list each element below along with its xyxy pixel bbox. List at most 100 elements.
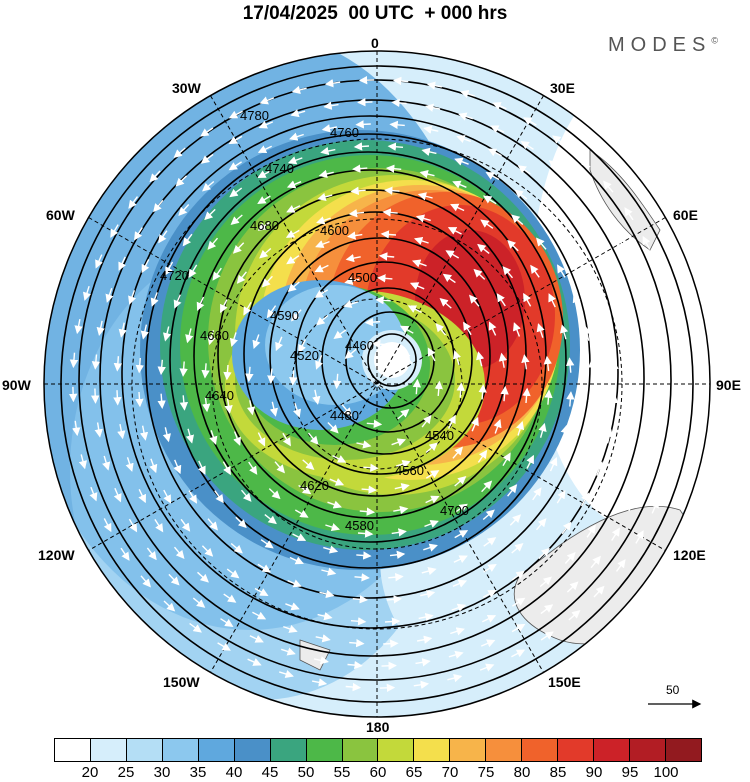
wind-vector	[493, 418, 502, 434]
wind-vector	[348, 209, 365, 218]
wind-vector	[357, 529, 374, 538]
wind-vector	[654, 364, 663, 380]
wind-vector	[344, 348, 357, 360]
wind-vector	[207, 330, 216, 346]
wind-vector	[254, 587, 269, 596]
wind-vector	[425, 103, 441, 112]
wind-vector	[200, 153, 214, 164]
contour-label-group: 4780 4760 4740 4720 4700 4680 4660 4640 …	[160, 108, 469, 533]
wind-vector	[257, 432, 266, 447]
reference-vector-label: 50	[666, 683, 680, 697]
wind-vector	[615, 559, 626, 572]
wind-vector	[425, 442, 438, 454]
wind-vector	[574, 182, 586, 195]
lon-label-30w: 30W	[172, 80, 201, 96]
wind-vector	[666, 298, 676, 314]
wind-vector	[456, 135, 471, 144]
contour-label-4500: 4500	[348, 270, 377, 285]
wind-vector	[452, 579, 468, 588]
wind-vector	[200, 127, 214, 137]
wind-vector	[229, 332, 238, 348]
wind-vector	[586, 524, 596, 538]
lon-label-150w: 150W	[163, 674, 200, 690]
wind-vector	[572, 459, 581, 474]
wind-vector	[313, 656, 329, 665]
wind-vector	[492, 102, 507, 110]
colorbar-segment	[198, 739, 235, 761]
wind-vector	[323, 545, 339, 554]
brand-mark: ©	[711, 35, 718, 46]
colorbar-tick-label: 60	[369, 764, 387, 781]
wind-vector	[318, 169, 334, 178]
colorbar-segment	[450, 739, 487, 761]
wind-vector	[580, 492, 589, 507]
wind-vector	[223, 593, 237, 603]
wind-vector	[315, 240, 330, 249]
wind-vector	[673, 331, 682, 348]
wind-vector	[286, 255, 300, 265]
wind-vector	[182, 233, 193, 247]
lon-label-90e: 90E	[716, 377, 741, 393]
wind-vector	[401, 351, 413, 364]
wind-vector	[356, 440, 372, 449]
colorbar-segment	[630, 739, 666, 761]
wind-vector	[517, 165, 531, 175]
wind-vector	[389, 550, 406, 559]
wind-vector	[312, 389, 321, 405]
wind-vector	[226, 568, 240, 579]
wind-vector	[512, 597, 526, 607]
wind-vector	[588, 392, 597, 409]
wind-vector	[502, 452, 511, 467]
wind-vector	[202, 180, 215, 192]
lon-label-120e: 120E	[673, 547, 706, 563]
wind-vector	[179, 395, 189, 411]
wind-vector	[605, 428, 614, 444]
wind-vector	[163, 600, 176, 612]
wind-vector	[185, 428, 195, 444]
wind-vector	[605, 327, 615, 343]
wind-vector	[287, 281, 300, 293]
wind-vector	[471, 416, 479, 432]
wind-vector	[569, 209, 581, 222]
wind-vector	[597, 207, 608, 221]
wind-vector	[651, 499, 659, 514]
wind-vector	[327, 500, 343, 509]
wind-vector	[595, 461, 604, 476]
colorbar-tick-label: 65	[405, 764, 423, 781]
wind-vector	[317, 192, 333, 202]
wind-vector	[479, 663, 495, 672]
wind-vector	[113, 487, 122, 503]
wind-vector	[149, 458, 158, 474]
wind-vector	[118, 256, 126, 271]
wind-vector	[89, 486, 98, 502]
wind-vector	[487, 148, 502, 157]
wind-vector	[643, 297, 652, 313]
wind-vector	[651, 330, 660, 346]
wind-vector	[447, 673, 463, 683]
wind-vector	[415, 214, 431, 223]
contour-label-4660: 4660	[200, 328, 229, 343]
colorbar-tick-label: 85	[549, 764, 567, 781]
wind-vector	[451, 603, 467, 612]
colorbar-segment	[414, 739, 451, 761]
wind-vector	[540, 631, 554, 641]
wind-vector	[426, 81, 443, 90]
wind-vector	[289, 556, 304, 565]
wind-vector	[538, 547, 550, 560]
wind-vector	[482, 589, 497, 598]
wind-vector	[610, 394, 619, 411]
colorbar-segment	[162, 739, 199, 761]
wind-vector	[233, 431, 242, 446]
wind-vector	[460, 89, 476, 99]
wind-vector	[421, 414, 432, 428]
wind-vector	[264, 514, 277, 525]
wind-vector	[324, 79, 341, 88]
wind-vector	[442, 273, 456, 284]
wind-vector	[676, 365, 686, 382]
contour-label-4560: 4560	[395, 463, 424, 478]
wind-vector	[522, 387, 531, 404]
wind-vector	[260, 539, 274, 549]
colorbar-tick-label: 80	[513, 764, 531, 781]
wind-vector	[325, 523, 341, 532]
wind-vector	[450, 203, 465, 212]
